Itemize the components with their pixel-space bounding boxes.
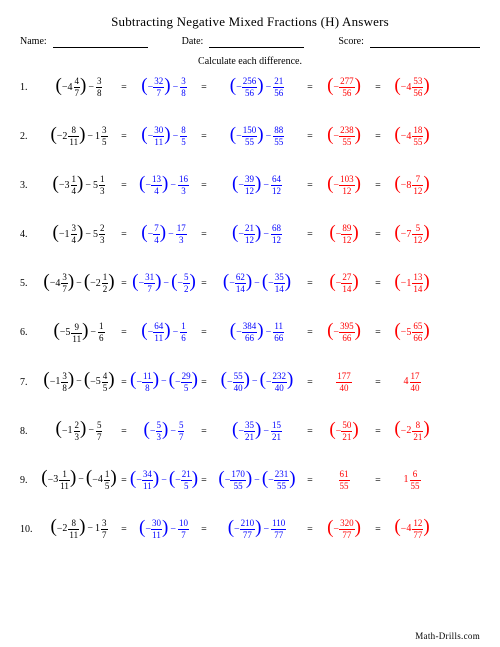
step-common-denom: (−3912)−6412 xyxy=(210,175,304,196)
step-common-denom: (−5540)−(−23240) xyxy=(210,372,304,393)
step-common-denom: (−2112)−6812 xyxy=(210,224,304,245)
step-original: (−123)−57 xyxy=(40,421,118,442)
instruction: Calculate each difference. xyxy=(20,56,480,67)
problem-row: 1.(−447)−38=(−327)−38=(−25656)−2156=(−27… xyxy=(20,77,480,98)
step-result-improper: (−10312) xyxy=(316,175,372,196)
step-result-mixed: (−41277) xyxy=(384,519,440,540)
problem-number: 5. xyxy=(20,278,40,289)
step-improper: (−74)−173 xyxy=(130,224,198,245)
problem-number: 4. xyxy=(20,229,40,240)
step-result-mixed: (−41855) xyxy=(384,126,440,147)
name-field-line[interactable] xyxy=(53,36,148,48)
step-common-denom: (−25656)−2156 xyxy=(210,77,304,98)
step-result-improper: (−5021) xyxy=(316,421,372,442)
problem-number: 9. xyxy=(20,475,40,486)
problem-row: 8.(−123)−57=(−53)−57=(−3521)−1521=(−5021… xyxy=(20,421,480,442)
problem-row: 2.(−2811)−135=(−3011)−85=(−15055)−8855=(… xyxy=(20,126,480,147)
date-label: Date: xyxy=(182,36,204,48)
step-original: (−2811)−137 xyxy=(40,519,118,540)
step-result-improper: (−32077) xyxy=(316,519,372,540)
problem-row: 9.(−3111)−(−415)=(−3411)−(−215)=(−17055)… xyxy=(20,470,480,491)
step-result-mixed: (−11314) xyxy=(384,273,440,294)
step-result-mixed: (−7512) xyxy=(384,224,440,245)
step-result-improper: (−2714) xyxy=(316,273,372,294)
score-label: Score: xyxy=(338,36,364,48)
step-common-denom: (−17055)−(−23155) xyxy=(210,470,304,491)
step-improper: (−3411)−(−215) xyxy=(130,470,198,491)
name-label: Name: xyxy=(20,36,47,48)
step-result-improper: (−8912) xyxy=(316,224,372,245)
step-result-improper: (−27756) xyxy=(316,77,372,98)
problem-number: 10. xyxy=(20,524,40,535)
step-common-denom: (−21077)−11077 xyxy=(210,519,304,540)
problem-number: 2. xyxy=(20,131,40,142)
score-field-line[interactable] xyxy=(370,36,480,48)
problem-number: 3. xyxy=(20,180,40,191)
step-improper: (−118)−(−295) xyxy=(130,372,198,393)
step-improper: (−134)−163 xyxy=(130,175,198,196)
step-improper: (−53)−57 xyxy=(130,421,198,442)
step-improper: (−6411)−16 xyxy=(130,322,198,343)
step-result-mixed: (−56566) xyxy=(384,322,440,343)
step-improper: (−327)−38 xyxy=(130,77,198,98)
problem-number: 7. xyxy=(20,377,40,388)
step-original: (−314)−513 xyxy=(40,175,118,196)
step-improper: (−3011)−107 xyxy=(130,519,198,540)
problems-list: 1.(−447)−38=(−327)−38=(−25656)−2156=(−27… xyxy=(20,77,480,568)
step-result-mixed: 41740 xyxy=(384,372,440,393)
step-common-denom: (−3521)−1521 xyxy=(210,421,304,442)
header-row: Name: Date: Score: xyxy=(20,36,480,48)
problem-row: 7.(−138)−(−545)=(−118)−(−295)=(−5540)−(−… xyxy=(20,372,480,393)
step-common-denom: (−38466)−1166 xyxy=(210,322,304,343)
problem-row: 6.(−5911)−16=(−6411)−16=(−38466)−1166=(−… xyxy=(20,322,480,343)
problem-row: 5.(−437)−(−212)=(−317)−(−52)=(−6214)−(−3… xyxy=(20,273,480,294)
page-title: Subtracting Negative Mixed Fractions (H)… xyxy=(20,14,480,30)
step-original: (−138)−(−545) xyxy=(40,372,118,393)
footer-credit: Math-Drills.com xyxy=(415,631,480,641)
step-result-mixed: (−45356) xyxy=(384,77,440,98)
step-result-mixed: (−8712) xyxy=(384,175,440,196)
date-field-line[interactable] xyxy=(209,36,304,48)
step-result-improper: (−39566) xyxy=(316,322,372,343)
step-result-improper: 17740 xyxy=(316,372,372,393)
step-common-denom: (−6214)−(−3514) xyxy=(210,273,304,294)
step-result-improper: (−23855) xyxy=(316,126,372,147)
problem-row: 4.(−134)−523=(−74)−173=(−2112)−6812=(−89… xyxy=(20,224,480,245)
step-improper: (−317)−(−52) xyxy=(130,273,198,294)
step-improper: (−3011)−85 xyxy=(130,126,198,147)
step-original: (−447)−38 xyxy=(40,77,118,98)
problem-number: 6. xyxy=(20,327,40,338)
step-result-mixed: 1655 xyxy=(384,470,440,491)
step-result-improper: 6155 xyxy=(316,470,372,491)
step-result-mixed: (−2821) xyxy=(384,421,440,442)
step-original: (−134)−523 xyxy=(40,224,118,245)
step-original: (−437)−(−212) xyxy=(40,273,118,294)
problem-row: 10.(−2811)−137=(−3011)−107=(−21077)−1107… xyxy=(20,519,480,540)
step-original: (−3111)−(−415) xyxy=(40,470,118,491)
problem-number: 8. xyxy=(20,426,40,437)
step-original: (−2811)−135 xyxy=(40,126,118,147)
worksheet-page: Subtracting Negative Mixed Fractions (H)… xyxy=(0,0,500,647)
step-original: (−5911)−16 xyxy=(40,322,118,343)
problem-row: 3.(−314)−513=(−134)−163=(−3912)−6412=(−1… xyxy=(20,175,480,196)
problem-number: 1. xyxy=(20,82,40,93)
step-common-denom: (−15055)−8855 xyxy=(210,126,304,147)
